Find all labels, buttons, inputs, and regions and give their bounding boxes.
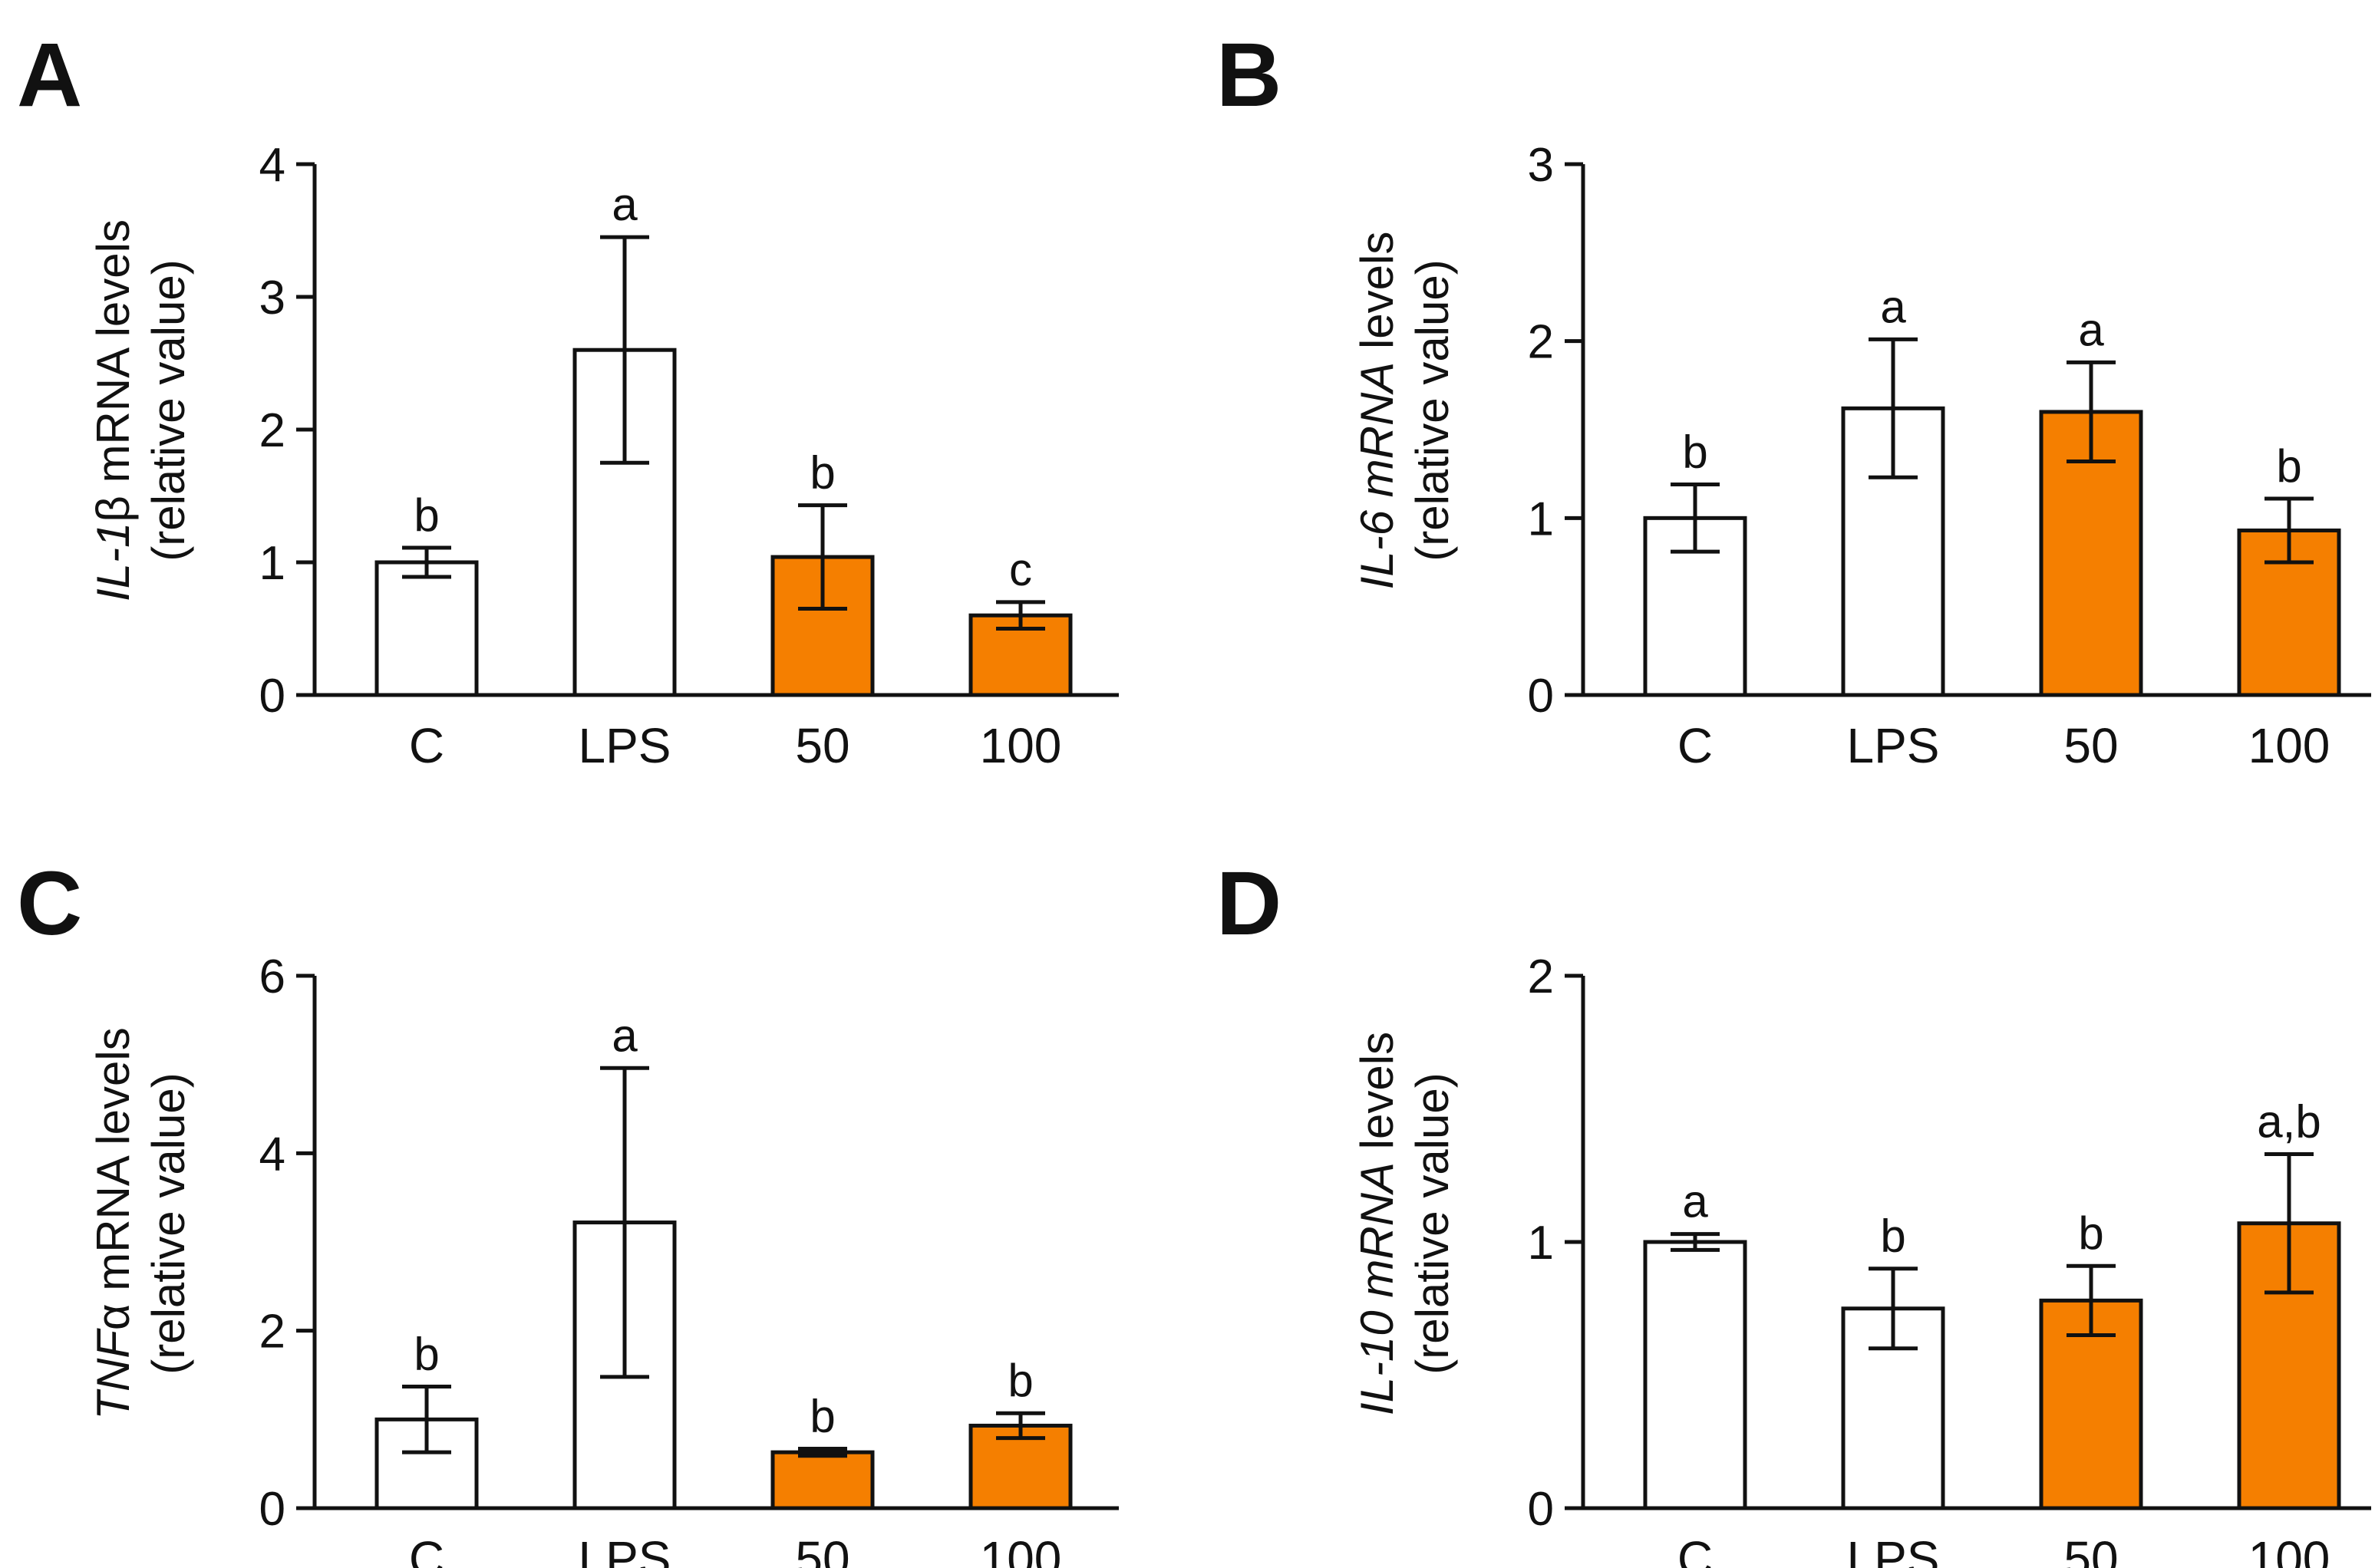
- category-label: 50: [795, 718, 849, 773]
- category-label: 50: [2063, 1531, 2118, 1568]
- category-label: 100: [2248, 718, 2330, 773]
- y-tick-label: 0: [259, 670, 285, 723]
- y-tick-label: 0: [1528, 1483, 1554, 1536]
- panel-c-letter: C: [17, 853, 82, 954]
- y-tick-label: 3: [259, 272, 285, 324]
- y-tick-label: 2: [259, 1306, 285, 1359]
- panel-d-plot: 0 1 2 a Cb LPS b 50 a,b 100 IL-10 mRNA levels (rela…: [1351, 950, 2371, 1568]
- category-label: C: [1677, 1531, 1713, 1568]
- significance-label: a: [1880, 281, 1906, 332]
- significance-label: b: [2078, 1207, 2103, 1259]
- y-tick-label: 3: [1528, 139, 1554, 192]
- category-label: 100: [2248, 1531, 2330, 1568]
- y-tick-label: 4: [259, 139, 285, 192]
- y-axis-label: IL-6 mRNA levels: [1351, 232, 1403, 590]
- y-axis-label-units: (relative value): [143, 259, 194, 562]
- significance-label: c: [1009, 544, 1032, 595]
- y-axis-label-units: (relative value): [1407, 259, 1458, 562]
- panel-b: B 0 1 2 3 b Ca LPS a 50 b 100 IL-6 mRNA levels (relat…: [1216, 25, 2371, 773]
- significance-label: b: [2276, 440, 2301, 492]
- significance-label: b: [414, 1329, 439, 1380]
- category-label: LPS: [579, 718, 671, 773]
- y-tick-label: 1: [1528, 1217, 1554, 1270]
- category-label: 100: [980, 1531, 1062, 1568]
- y-tick-label: 1: [259, 537, 285, 590]
- significance-label: b: [1008, 1355, 1033, 1406]
- significance-label: a: [1682, 1176, 1708, 1227]
- bar: [770, 555, 875, 697]
- category-label: C: [409, 718, 444, 773]
- panel-b-letter: B: [1216, 25, 1282, 126]
- panel-d-letter: D: [1216, 853, 1282, 954]
- y-tick-label: 1: [1528, 492, 1554, 545]
- y-tick-label: 0: [1528, 670, 1554, 723]
- bar: [770, 1450, 875, 1510]
- y-axis-label-units: (relative value): [1407, 1072, 1458, 1375]
- category-label: LPS: [1847, 718, 1940, 773]
- panel-c-plot: 0 2 4 6 b Ca LPS b 50 b 100 TNFα mRNA levels (relati…: [87, 950, 1119, 1568]
- y-tick-label: 6: [259, 950, 285, 1003]
- category-label: C: [409, 1531, 444, 1568]
- significance-label: b: [810, 1391, 835, 1442]
- y-axis-label-units: (relative value): [143, 1072, 194, 1375]
- category-label: 50: [2063, 718, 2118, 773]
- category-label: LPS: [579, 1531, 671, 1568]
- category-label: 50: [795, 1531, 849, 1568]
- significance-label: a,b: [2257, 1095, 2321, 1147]
- category-label: LPS: [1847, 1531, 1940, 1568]
- y-tick-label: 2: [1528, 316, 1554, 369]
- bar: [374, 560, 479, 697]
- significance-label: a: [612, 1010, 638, 1061]
- significance-label: b: [1682, 427, 1707, 478]
- y-axis-label: TNFα mRNA levels: [87, 1027, 139, 1419]
- panel-a: A 0 1 2 3 4 b Ca LPS b 50 c 100 IL-1β mRNA levels (rel…: [17, 25, 1119, 773]
- y-tick-label: 0: [259, 1483, 285, 1536]
- significance-label: a: [612, 179, 638, 230]
- bar: [968, 613, 1073, 697]
- significance-label: b: [414, 489, 439, 541]
- bar: [1643, 1240, 1747, 1510]
- category-label: 100: [980, 718, 1062, 773]
- y-tick-label: 4: [259, 1128, 285, 1181]
- significance-label: b: [1880, 1211, 1905, 1262]
- significance-label: a: [2078, 304, 2104, 355]
- panel-b-plot: 0 1 2 3 b Ca LPS a 50 b 100 IL-6 mRNA levels (relati…: [1351, 139, 2371, 773]
- y-tick-label: 2: [259, 404, 285, 457]
- category-label: C: [1677, 718, 1713, 773]
- panel-c: C 0 2 4 6 b Ca LPS b 50 b 100 TNFα mRNA levels (relat…: [17, 853, 1119, 1568]
- y-axis-label: IL-1β mRNA levels: [87, 219, 139, 601]
- y-tick-label: 2: [1528, 950, 1554, 1003]
- y-axis-label: IL-10 mRNA levels: [1351, 1032, 1403, 1415]
- panel-a-letter: A: [17, 25, 82, 126]
- panel-a-plot: 0 1 2 3 4 b Ca LPS b 50 c 100 IL-1β mRNA levels (rela…: [87, 139, 1119, 773]
- panel-d: D 0 1 2 a Cb LPS b 50 a,b 100 IL-10 mRNA levels (rel…: [1216, 853, 2371, 1568]
- significance-label: b: [810, 447, 835, 499]
